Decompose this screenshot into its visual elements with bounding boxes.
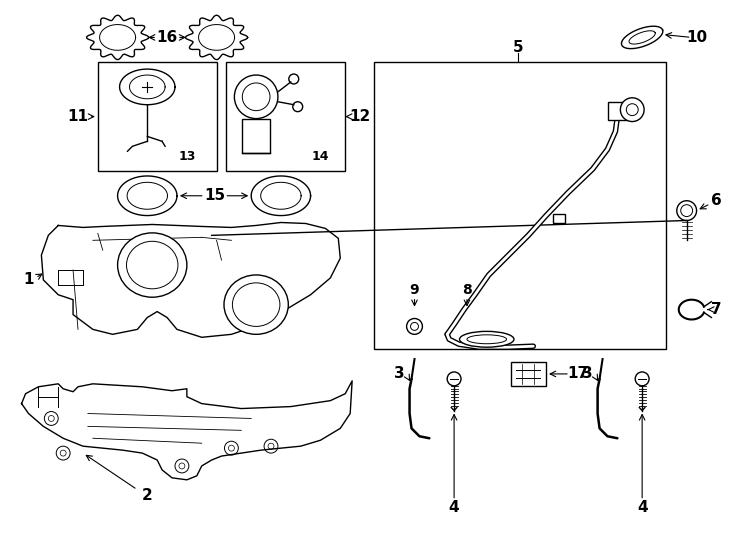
Ellipse shape — [459, 332, 514, 347]
Text: 8: 8 — [462, 283, 472, 297]
Text: 17: 17 — [567, 367, 589, 381]
Text: 16: 16 — [156, 30, 178, 45]
Polygon shape — [117, 176, 177, 215]
Polygon shape — [186, 15, 247, 59]
Text: 3: 3 — [394, 367, 405, 381]
Text: 3: 3 — [582, 367, 593, 381]
Text: 14: 14 — [312, 150, 330, 163]
Text: 9: 9 — [410, 283, 419, 297]
Bar — [227, 62, 345, 171]
Text: 4: 4 — [637, 500, 647, 515]
Polygon shape — [251, 176, 310, 215]
Bar — [553, 214, 565, 224]
Bar — [511, 362, 546, 386]
Circle shape — [447, 372, 461, 386]
Text: 5: 5 — [513, 40, 524, 55]
Bar — [374, 62, 666, 349]
Text: 6: 6 — [711, 193, 722, 208]
Text: 2: 2 — [142, 488, 153, 503]
Text: 7: 7 — [711, 302, 722, 317]
Text: 15: 15 — [204, 188, 225, 203]
Bar — [242, 119, 270, 153]
Circle shape — [620, 98, 644, 122]
Circle shape — [407, 319, 423, 334]
Text: 12: 12 — [349, 109, 371, 124]
Text: 4: 4 — [448, 500, 459, 515]
Ellipse shape — [117, 233, 187, 297]
Circle shape — [234, 75, 278, 119]
Bar — [98, 62, 217, 171]
Polygon shape — [622, 26, 663, 49]
Polygon shape — [127, 183, 167, 209]
Text: 13: 13 — [178, 150, 195, 163]
Circle shape — [677, 201, 697, 220]
Polygon shape — [21, 381, 352, 480]
Polygon shape — [41, 222, 341, 338]
Bar — [608, 102, 628, 119]
Circle shape — [635, 372, 649, 386]
Ellipse shape — [224, 275, 288, 334]
Polygon shape — [261, 183, 301, 209]
Text: 10: 10 — [686, 30, 707, 45]
Text: 1: 1 — [23, 272, 34, 287]
Text: 11: 11 — [68, 109, 89, 124]
Polygon shape — [87, 15, 148, 59]
Polygon shape — [120, 69, 175, 105]
